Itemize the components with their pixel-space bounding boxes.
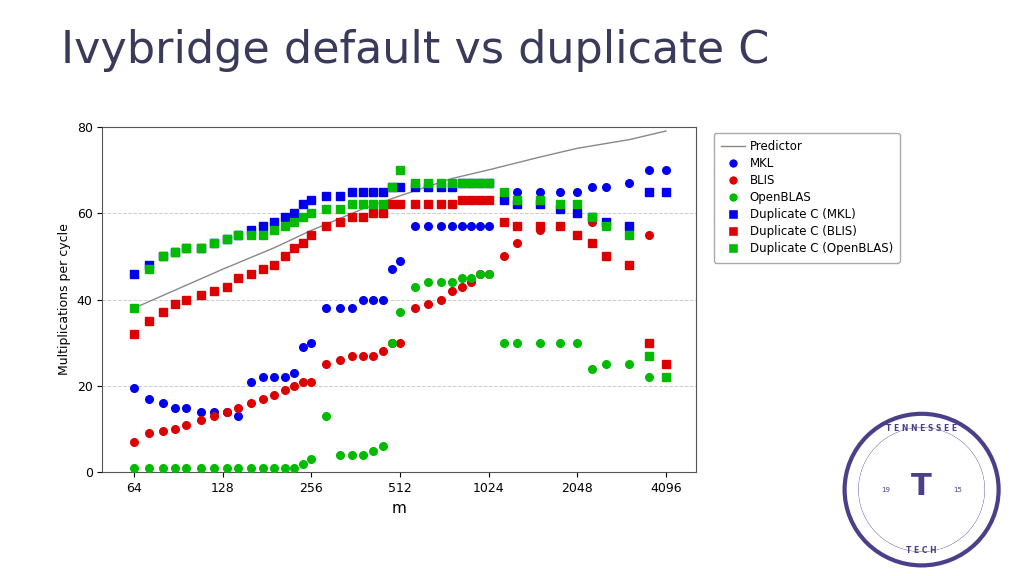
Text: 15: 15	[953, 487, 963, 492]
Text: T E C H: T E C H	[906, 547, 937, 555]
Circle shape	[859, 429, 984, 551]
Y-axis label: Multiplications per cycle: Multiplications per cycle	[58, 223, 71, 376]
Text: T E N N E S S E E: T E N N E S S E E	[886, 424, 957, 433]
Text: 19: 19	[881, 487, 890, 492]
X-axis label: m: m	[392, 501, 407, 516]
Legend: Predictor, MKL, BLIS, OpenBLAS, Duplicate C (MKL), Duplicate C (BLIS), Duplicate: Predictor, MKL, BLIS, OpenBLAS, Duplicat…	[714, 132, 900, 263]
Text: T: T	[911, 472, 932, 501]
Text: Ivybridge default vs duplicate C: Ivybridge default vs duplicate C	[61, 29, 770, 72]
